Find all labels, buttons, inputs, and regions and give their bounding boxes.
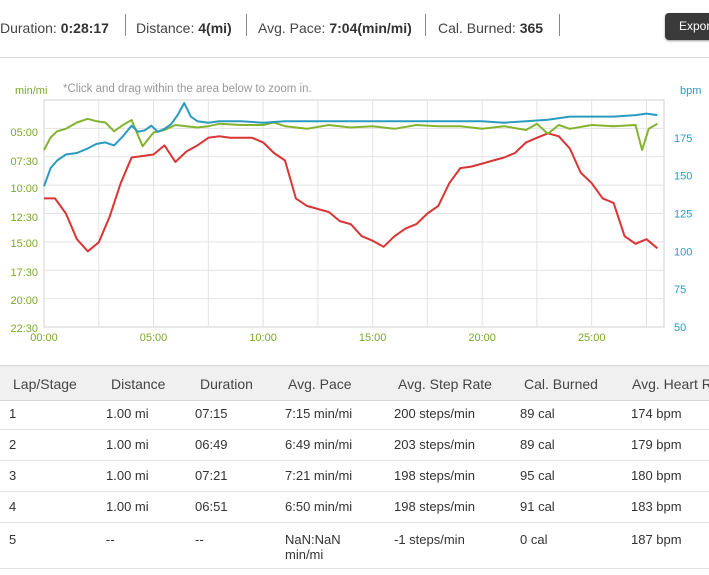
column-header-duration[interactable]: Duration: [200, 376, 253, 392]
column-header-distance[interactable]: Distance: [111, 376, 166, 392]
x-tick-label: 20:00: [468, 332, 496, 344]
column-header-step-rate[interactable]: Avg. Step Rate: [398, 376, 492, 392]
right-tick-label: 50: [674, 322, 686, 334]
duration-cell: 07:21: [195, 468, 228, 483]
heart-rate-cell: 183 bpm: [631, 499, 682, 514]
step-rate-cell: 198 steps/min: [394, 499, 475, 514]
distance-cell: 1.00 mi: [106, 468, 149, 483]
column-header-lap[interactable]: Lap/Stage: [13, 376, 77, 392]
duration-cell: --: [195, 532, 204, 547]
right-axis-unit: bpm: [680, 85, 701, 97]
step-rate-cell: 200 steps/min: [394, 406, 475, 421]
elevation-series-line: [44, 132, 659, 253]
heart-rate-cell: 180 bpm: [631, 468, 682, 483]
x-tick-label: 25:00: [578, 332, 606, 344]
distance-cell: --: [106, 532, 115, 547]
lap-cell: 3: [9, 468, 17, 483]
heart-rate-cell: 179 bpm: [631, 437, 682, 452]
left-tick-label: 22:30: [10, 323, 38, 335]
divider: [246, 14, 247, 36]
divider: [125, 14, 126, 36]
left-tick-label: 15:00: [10, 238, 38, 250]
right-tick-label: 125: [674, 209, 692, 221]
calories-cell: 89 cal: [520, 406, 555, 421]
table-row[interactable]: 5 -- -- NaN:NaN min/mi -1 steps/min 0 ca…: [0, 523, 709, 569]
duration-cell: 07:15: [195, 406, 228, 421]
table-row[interactable]: 3 1.00 mi 07:21 7:21 min/mi 198 steps/mi…: [0, 461, 709, 492]
x-tick-label: 00:00: [30, 332, 58, 344]
step-rate-cell: -1 steps/min: [394, 532, 465, 547]
x-tick-label: 10:00: [249, 332, 277, 344]
calories-stat: Cal. Burned: 365: [438, 20, 543, 36]
left-tick-label: 05:00: [10, 127, 38, 139]
calories-value: 365: [519, 20, 544, 36]
table-row[interactable]: 1 1.00 mi 07:15 7:15 min/mi 200 steps/mi…: [0, 399, 709, 430]
calories-cell: 89 cal: [520, 437, 555, 452]
divider: [425, 14, 426, 36]
heart-rate-cell: 187 bpm: [631, 532, 682, 547]
column-header-pace[interactable]: Avg. Pace: [288, 376, 352, 392]
duration-value: 0:28:17: [60, 20, 109, 36]
column-header-calories[interactable]: Cal. Burned: [524, 376, 598, 392]
pace-cell: NaN:NaN min/mi: [285, 532, 341, 562]
duration-cell: 06:51: [195, 499, 228, 514]
left-tick-label: 07:30: [10, 156, 38, 168]
step-rate-cell: 203 steps/min: [394, 437, 475, 452]
table-row[interactable]: 4 1.00 mi 06:51 6:50 min/mi 198 steps/mi…: [0, 492, 709, 523]
distance-stat: Distance: 4(mi): [136, 20, 232, 36]
duration-stat: Duration: 0:28:17: [0, 20, 109, 36]
table-row[interactable]: 2 1.00 mi 06:49 6:49 min/mi 203 steps/mi…: [0, 430, 709, 461]
lap-cell: 2: [9, 437, 17, 452]
pace-series-line: [43, 117, 658, 151]
lap-cell: 1: [9, 406, 17, 421]
export-button[interactable]: Export: [665, 13, 709, 40]
pace-cell: 7:21 min/mi: [285, 468, 353, 483]
distance-cell: 1.00 mi: [106, 406, 149, 421]
pace-cell: 6:50 min/mi: [285, 499, 353, 514]
right-tick-label: 100: [674, 246, 692, 258]
lap-table-header: Lap/Stage Distance Duration Avg. Pace Av…: [0, 365, 709, 401]
pace-cell: 6:49 min/mi: [285, 437, 353, 452]
heart-rate-cell: 174 bpm: [631, 406, 682, 421]
column-header-heart-rate[interactable]: Avg. Heart Rate: [632, 376, 709, 392]
left-tick-label: 20:00: [10, 295, 38, 307]
left-tick-label: 10:00: [10, 183, 38, 195]
lap-cell: 5: [9, 532, 17, 547]
right-tick-label: 175: [674, 133, 692, 145]
duration-label: Duration:: [0, 20, 57, 36]
pace-label: Avg. Pace:: [258, 20, 326, 36]
distance-cell: 1.00 mi: [106, 499, 149, 514]
calories-cell: 91 cal: [520, 499, 555, 514]
workout-summary-bar: Duration: 0:28:17 Distance: 4(mi) Avg. P…: [0, 0, 709, 58]
lap-cell: 4: [9, 499, 17, 514]
x-tick-label: 15:00: [359, 332, 387, 344]
heart-rate-series-line: [43, 102, 658, 187]
calories-label: Cal. Burned:: [438, 20, 516, 36]
chart-canvas[interactable]: min/mi *Click and drag within the area be…: [0, 75, 709, 355]
pace-value: 7:04(min/mi): [329, 20, 412, 36]
left-axis-unit: min/mi: [15, 85, 47, 97]
calories-cell: 95 cal: [520, 468, 555, 483]
distance-cell: 1.00 mi: [106, 437, 149, 452]
left-tick-label: 17:30: [10, 267, 38, 279]
distance-label: Distance:: [136, 20, 195, 36]
workout-chart[interactable]: min/mi *Click and drag within the area be…: [0, 75, 709, 355]
duration-cell: 06:49: [195, 437, 228, 452]
right-tick-label: 150: [674, 171, 692, 183]
pace-cell: 7:15 min/mi: [285, 406, 353, 421]
left-tick-label: 12:30: [10, 212, 38, 224]
pace-stat: Avg. Pace: 7:04(min/mi): [258, 20, 412, 36]
x-tick-label: 05:00: [140, 332, 168, 344]
right-tick-label: 75: [674, 284, 686, 296]
divider: [559, 14, 560, 36]
calories-cell: 0 cal: [520, 532, 548, 547]
distance-value: 4(mi): [198, 20, 232, 36]
zoom-hint: *Click and drag within the area below to…: [63, 83, 312, 95]
step-rate-cell: 198 steps/min: [394, 468, 475, 483]
